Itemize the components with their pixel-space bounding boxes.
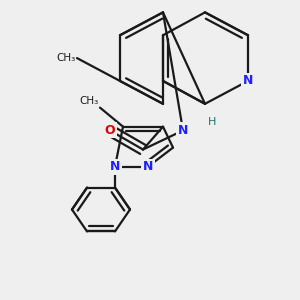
Text: CH₃: CH₃ [56,53,76,63]
Text: N: N [178,124,188,137]
Text: H: H [208,117,216,127]
Text: N: N [143,160,153,173]
Text: O: O [105,124,115,137]
Text: N: N [110,160,120,173]
Text: N: N [243,74,253,88]
Text: CH₃: CH₃ [79,96,98,106]
